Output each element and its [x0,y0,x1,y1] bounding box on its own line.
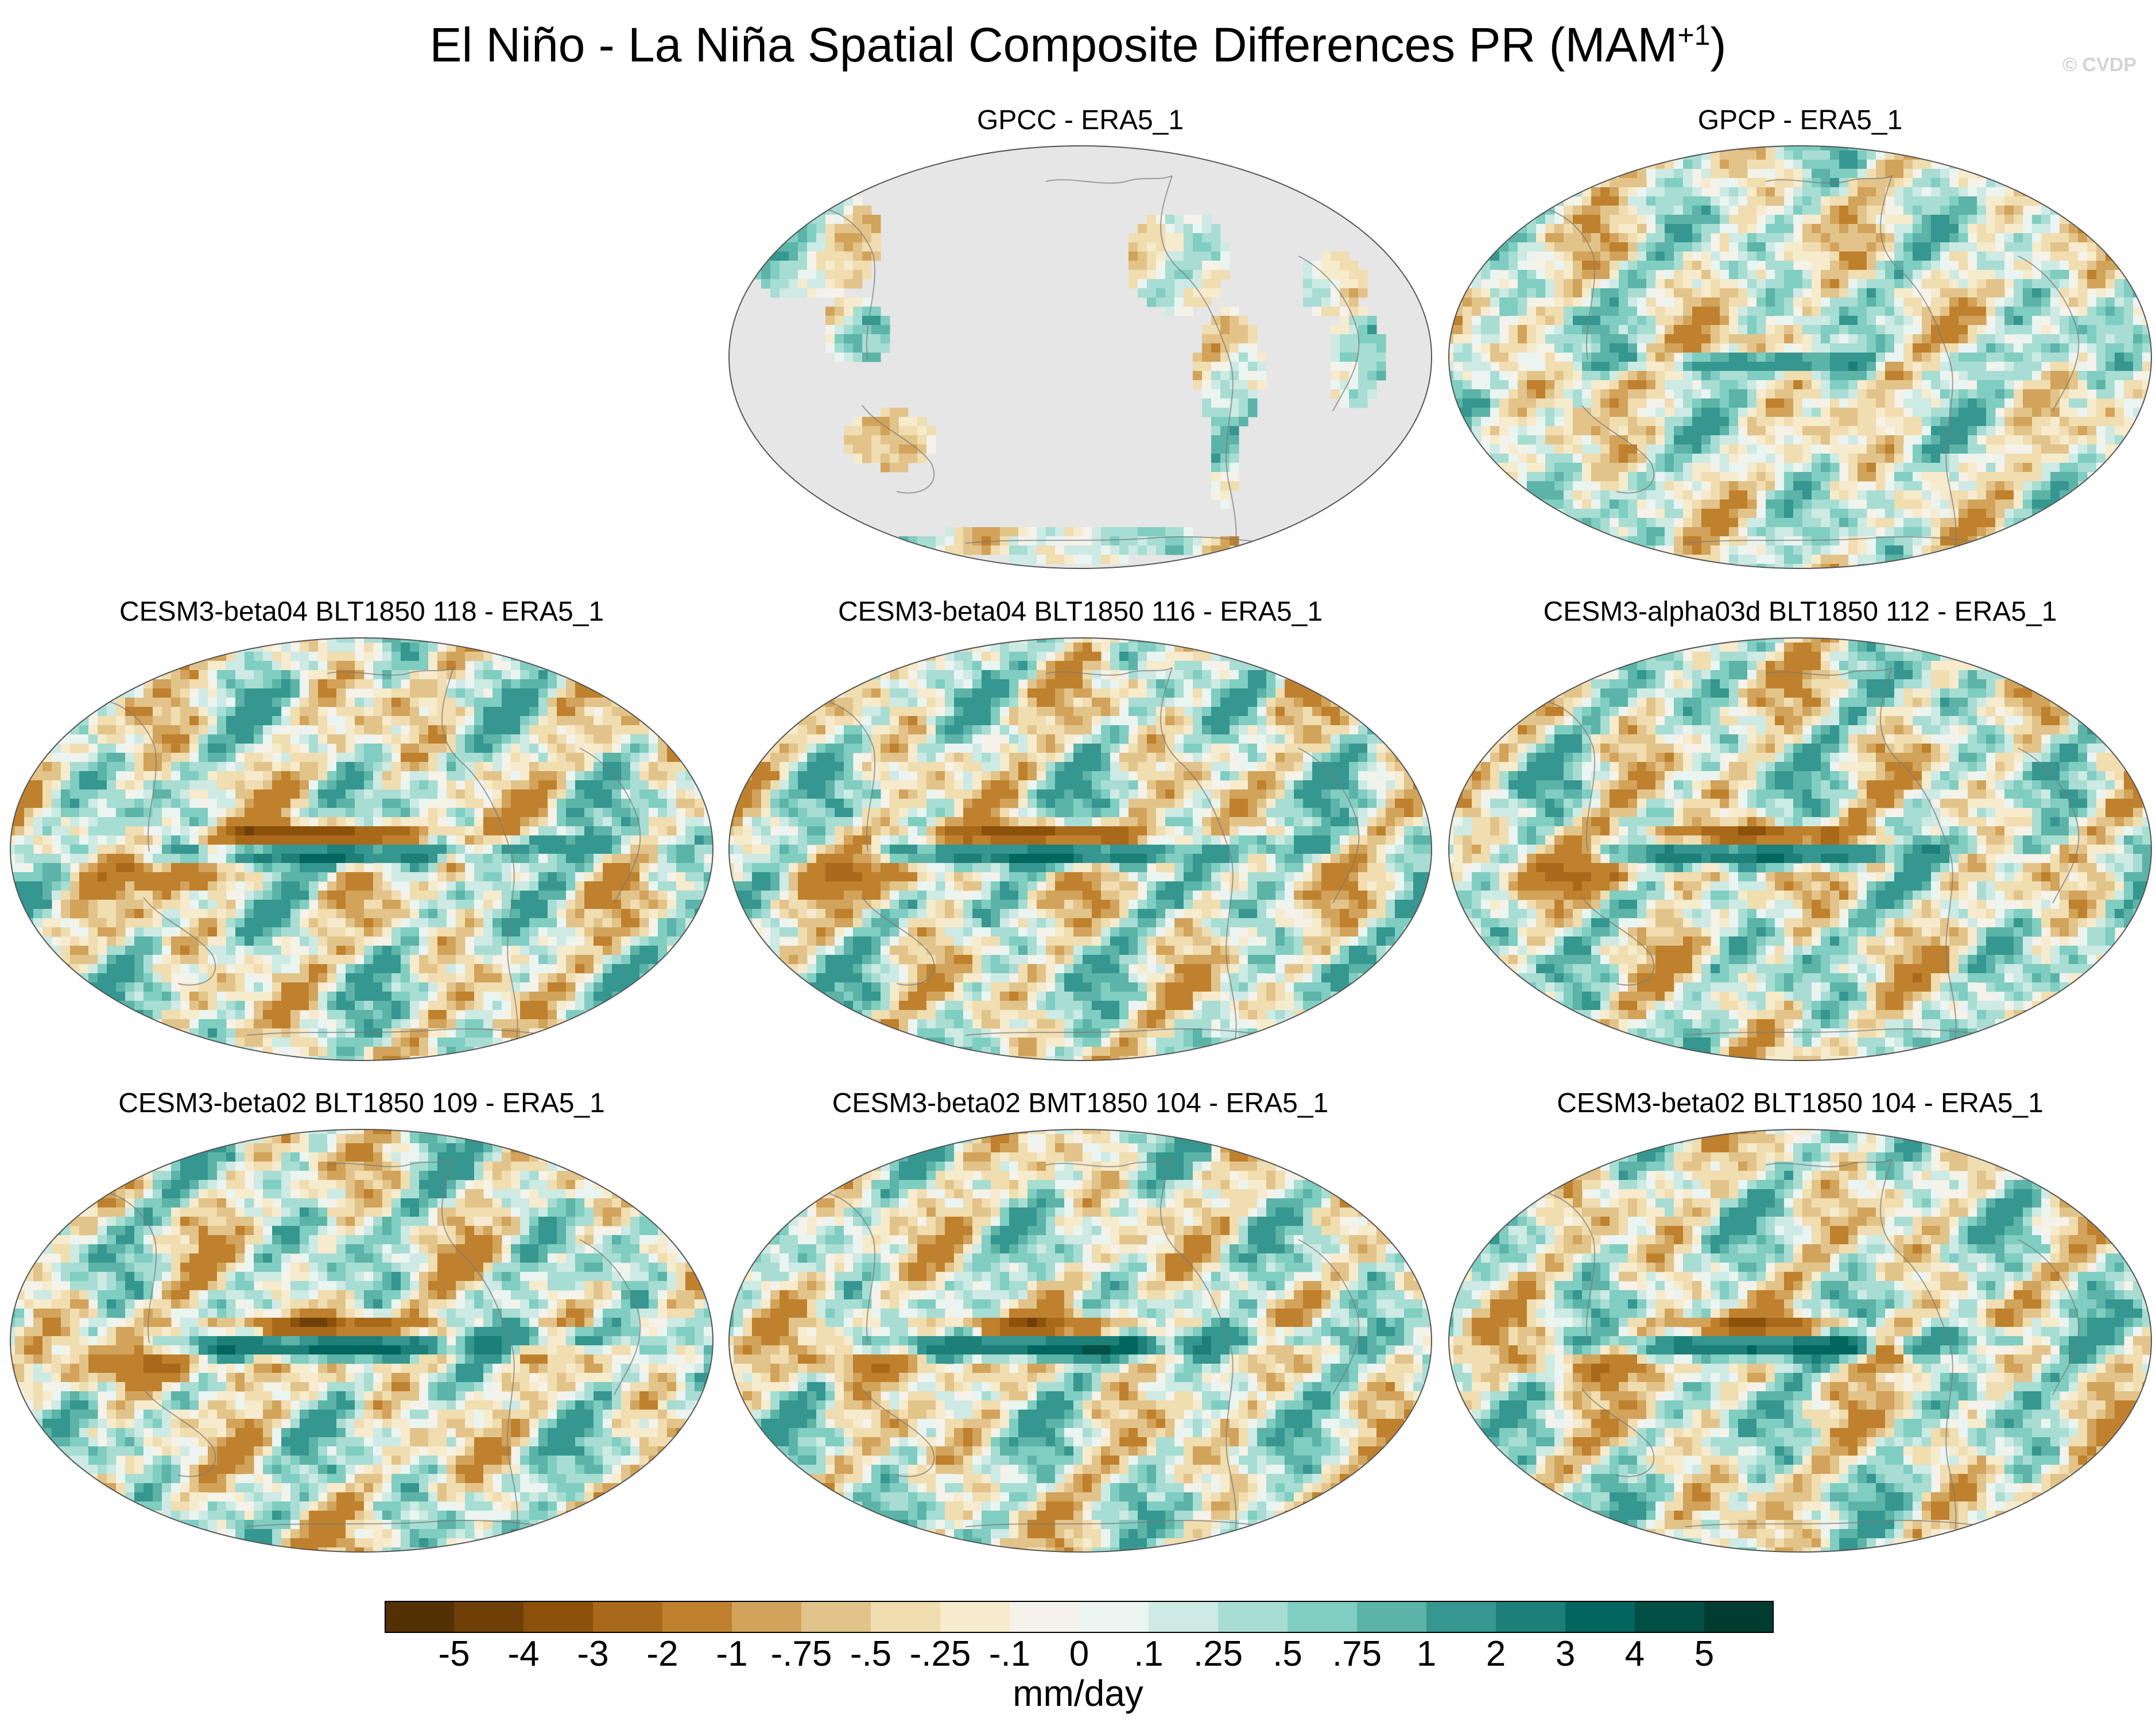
map-outline [1448,637,2152,1061]
map-beta04-118 [10,637,714,1061]
colorbar-tick-label: .75 [1332,1634,1382,1674]
map-field [10,638,713,1061]
map-outline [728,1129,1432,1553]
map-field [1449,638,2151,1061]
colorbar-segment [593,1601,663,1632]
colorbar-segment [1079,1601,1149,1632]
colorbar-tick-label: -2 [646,1634,678,1674]
colorbar-tick-label: -1 [716,1634,748,1674]
colorbar-tick-label: -.1 [988,1634,1031,1674]
colorbar-segment [1010,1601,1080,1632]
coastlines [1513,667,2080,1059]
map-outline [728,145,1432,569]
colorbar-tick-label: -.25 [909,1634,971,1674]
map-beta02-blt109 [10,1129,714,1553]
colorbar-tick-label: 3 [1555,1634,1576,1674]
colorbar-segment [940,1601,1010,1632]
figure-title: El Niño - La Niña Spatial Composite Diff… [429,18,1727,72]
map-beta04-116 [728,637,1432,1061]
map-alpha03d-112 [1448,637,2152,1061]
colorbar-tick-label: 1 [1416,1634,1437,1674]
colorbar-segment [1357,1601,1427,1632]
cvdp-credit: © CVDP [2062,54,2136,76]
colorbar [385,1601,1774,1633]
panel-title-beta02-blt109: CESM3-beta02 BLT1850 109 - ERA5_1 [118,1088,605,1118]
map-field [729,146,1432,568]
colorbar-segment [1496,1601,1566,1632]
colorbar-segment [1704,1601,1774,1632]
colorbar-segment [1218,1601,1288,1632]
colorbar-segment [801,1601,871,1632]
map-outline [1448,145,2152,569]
map-outline [10,1129,714,1553]
colorbar-frame [385,1601,1774,1633]
colorbar-tick-label: -5 [438,1634,470,1674]
colorbar-segment [385,1601,455,1632]
colorbar-tick-label: -4 [507,1634,540,1674]
colorbar-segment [454,1601,524,1632]
map-gpcp [1448,145,2152,569]
coastlines [793,175,1360,567]
colorbar-segment [1426,1601,1496,1632]
map-outline [10,637,714,1061]
map-field [1449,1129,2151,1552]
colorbar-segment [1635,1601,1705,1632]
map-beta02-blt104 [1448,1129,2152,1553]
map-field [10,1129,713,1552]
colorbar-tick-label: -.5 [850,1634,892,1674]
colorbar-tick-label: -.75 [770,1634,832,1674]
panel-title-beta02-bmt104: CESM3-beta02 BMT1850 104 - ERA5_1 [832,1088,1329,1118]
colorbar-tick-label: 4 [1624,1634,1645,1674]
colorbar-tick-label: .25 [1193,1634,1243,1674]
colorbar-tick-label: 0 [1069,1634,1089,1674]
map-field [729,1129,1432,1552]
colorbar-segment [1565,1601,1635,1632]
colorbar-tick-label: .5 [1273,1634,1302,1674]
map-beta02-bmt104 [728,1129,1432,1553]
colorbar-segment [732,1601,802,1632]
map-gpcc [728,145,1432,569]
colorbar-segment [662,1601,732,1632]
colorbar-tick-label: -3 [577,1634,609,1674]
map-field [1449,146,2151,568]
missing-data-ocean [729,146,1432,568]
colorbar-segment [871,1601,941,1632]
colorbar-tick-label: 5 [1694,1634,1715,1674]
panel-title-beta04-116: CESM3-beta04 BLT1850 116 - ERA5_1 [837,597,1323,627]
colorbar-segment [1149,1601,1219,1632]
colorbar-segment [1288,1601,1358,1632]
panel-title-beta04-118: CESM3-beta04 BLT1850 118 - ERA5_1 [119,597,604,627]
colorbar-segment [524,1601,594,1632]
panel-title-beta02-blt104: CESM3-beta02 BLT1850 104 - ERA5_1 [1557,1088,2043,1118]
colorbar-tick-label: 2 [1486,1634,1506,1674]
map-field [729,638,1432,1061]
panel-title-gpcc: GPCC - ERA5_1 [976,105,1184,136]
colorbar-units: mm/day [1013,1673,1143,1714]
map-outline [1448,1129,2152,1553]
colorbar-tick-label: .1 [1134,1634,1164,1674]
map-outline [728,637,1432,1061]
panel-title-gpcp: GPCP - ERA5_1 [1697,105,1903,136]
panel-title-alpha03d-112: CESM3-alpha03d BLT1850 112 - ERA5_1 [1543,597,2057,627]
